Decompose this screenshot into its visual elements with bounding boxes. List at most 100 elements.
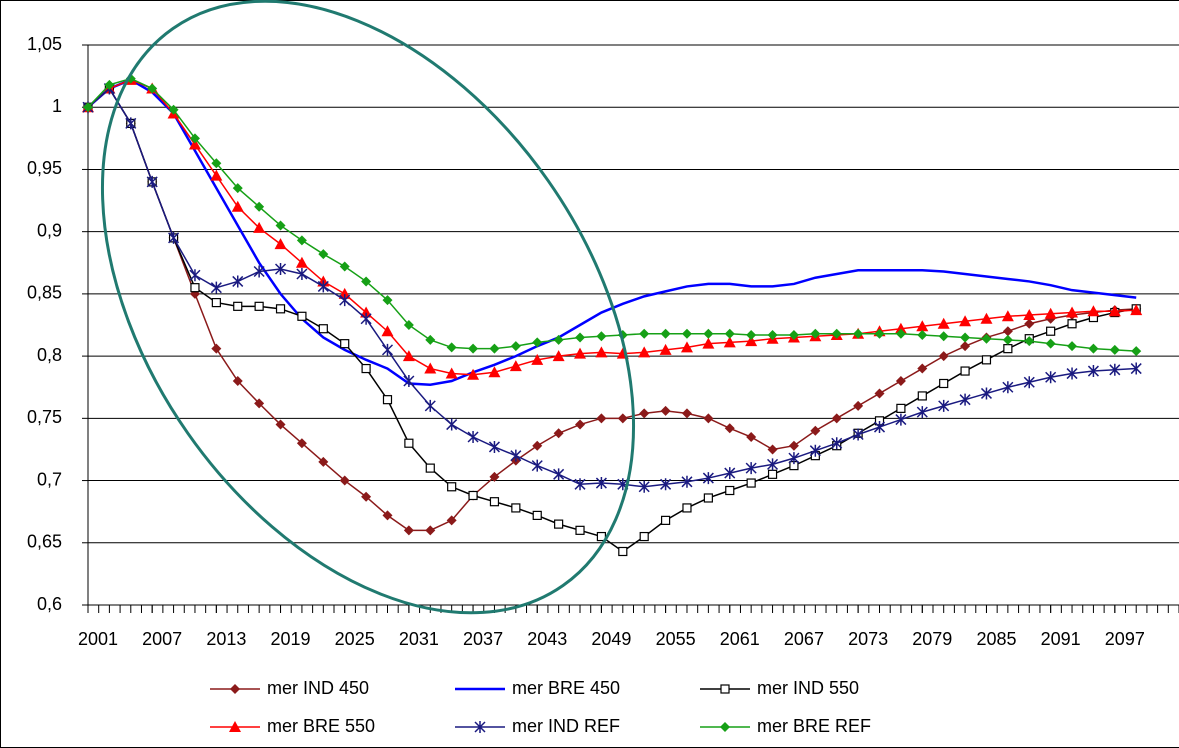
marker [980,312,993,324]
marker [381,343,394,356]
marker [575,525,585,535]
marker [424,362,437,374]
marker [489,497,500,507]
x-tick-label: 2085 [976,629,1016,649]
marker [895,328,906,339]
marker [467,368,480,380]
marker [746,478,756,488]
marker [767,469,778,479]
marker [275,304,286,314]
marker [425,525,436,536]
marker [253,265,265,278]
marker [1045,371,1057,384]
legend-label: mer IND REF [512,716,620,736]
marker [1109,363,1121,376]
marker [703,328,714,339]
marker [404,438,414,448]
marker [809,444,821,457]
marker [725,485,735,496]
marker [724,467,736,480]
marker [189,133,200,144]
marker [297,311,307,321]
legend-marker [720,722,730,732]
marker [532,440,543,451]
marker [960,366,970,376]
marker [575,419,586,430]
marker [639,328,650,339]
marker [659,343,672,355]
series-line [87,87,1137,532]
marker [104,79,115,90]
x-tick-label: 2001 [78,629,118,649]
y-tick-label: 0,7 [37,469,62,489]
marker [403,375,415,387]
x-tick-label: 2091 [1041,629,1081,649]
marker [745,462,757,475]
x-tick-label: 2007 [142,629,182,649]
legend-label: mer BRE 550 [267,716,375,736]
marker [552,350,565,362]
marker [210,281,222,294]
marker [681,328,692,339]
marker [618,546,628,557]
marker [703,413,714,424]
x-tick-label: 2031 [399,629,439,649]
x-tick-label: 2043 [527,629,567,649]
marker [168,231,180,244]
marker [917,363,928,374]
y-tick-label: 1 [52,96,62,116]
marker [981,355,992,365]
marker [1045,338,1056,349]
y-tick-label: 0,65 [27,532,62,552]
marker [595,477,607,490]
marker [125,117,137,130]
marker [1131,346,1142,357]
marker [938,351,949,362]
marker [318,249,329,260]
marker [403,525,414,536]
marker [1130,362,1142,375]
series-line [87,79,1137,376]
marker [575,332,586,343]
marker [1044,307,1057,319]
marker [295,256,308,268]
legend-label: mer BRE 450 [512,678,620,698]
marker [425,463,435,473]
marker [468,490,478,501]
marker [402,350,415,362]
marker [424,399,436,412]
marker [253,221,266,233]
marker [275,419,286,430]
marker [1046,326,1056,336]
marker [831,328,842,339]
marker [917,329,928,340]
marker [232,376,243,386]
marker [275,220,286,231]
marker [510,449,522,462]
marker [1130,304,1143,316]
marker [1024,336,1035,347]
marker [425,334,436,345]
marker [895,413,907,426]
marker [853,328,864,339]
marker [895,376,906,386]
marker [702,472,714,485]
marker [873,421,886,434]
marker [447,482,457,492]
marker [638,346,651,358]
y-tick-label: 0,9 [37,220,62,240]
marker [188,138,201,150]
marker [532,337,543,348]
marker [810,328,821,339]
x-tick-label: 2025 [335,629,375,649]
y-tick-label: 0,75 [27,407,62,427]
marker [788,440,799,451]
x-tick-label: 2097 [1105,629,1145,649]
marker [894,322,907,334]
marker [596,413,607,424]
marker [1002,381,1014,394]
marker [1002,334,1013,345]
marker [467,431,479,443]
y-tick-label: 0,85 [27,283,62,303]
